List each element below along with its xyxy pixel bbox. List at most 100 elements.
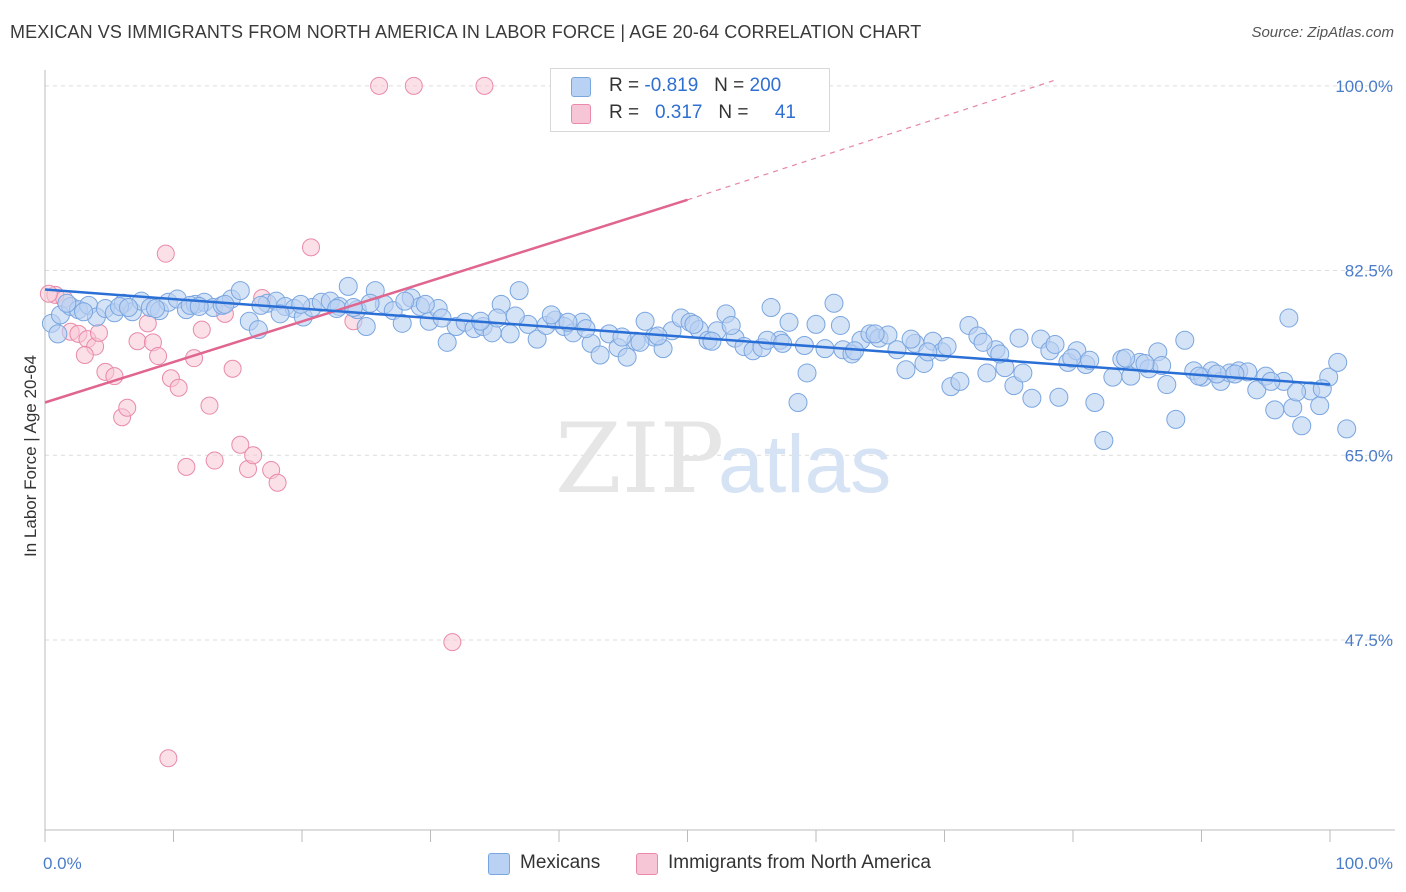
mexicans-point xyxy=(1265,400,1285,420)
immigrants-point xyxy=(169,378,188,397)
bottom-legend-label: Immigrants from North America xyxy=(668,852,931,873)
immigrants-point xyxy=(223,359,242,378)
immigrants-point xyxy=(39,284,58,303)
immigrants-point xyxy=(205,451,224,470)
mexicans-point xyxy=(973,332,993,352)
mexicans-point xyxy=(788,393,808,412)
legend-n-value: 200 xyxy=(749,75,782,96)
watermark-atlas: atlas xyxy=(718,419,891,510)
mexicans-point xyxy=(590,345,610,365)
mexicans-point xyxy=(887,340,907,360)
mexicans-point xyxy=(509,281,529,301)
source-label: Source: ZipAtlas.com xyxy=(1251,24,1394,41)
x-tick-label: 100.0% xyxy=(1335,854,1393,873)
mexicans-point xyxy=(392,313,412,333)
immigrants-point xyxy=(301,238,320,257)
immigrants-point xyxy=(128,332,147,351)
mexicans-point xyxy=(1045,334,1065,354)
mexicans-points xyxy=(41,276,1357,450)
bottom-legend-swatch-pink xyxy=(636,853,658,875)
bottom-legend-swatch-blue xyxy=(488,853,510,875)
immigrants-point xyxy=(177,457,196,476)
immigrants-point xyxy=(443,633,462,652)
legend-row-mexicans: R = -0.819 N = 200 xyxy=(571,75,781,99)
tick-labels: 47.5% 65.0% 82.5% 100.0% 0.0% 100.0% xyxy=(43,77,1393,873)
x-tick-label: 0.0% xyxy=(43,854,82,873)
mexicans-point xyxy=(119,298,139,317)
mexicans-point xyxy=(74,302,94,322)
mexicans-point xyxy=(291,294,311,314)
legend-row-immigrants: R = 0.317 N = 41 xyxy=(571,102,796,126)
mexicans-point xyxy=(1166,409,1186,429)
mexicans-point xyxy=(338,276,358,296)
mexicans-point xyxy=(527,329,547,349)
immigrants-point xyxy=(149,347,168,366)
mexicans-point xyxy=(1022,388,1042,408)
chart-title: MEXICAN VS IMMIGRANTS FROM NORTH AMERICA… xyxy=(10,22,922,42)
mexicans-point xyxy=(541,305,561,325)
immigrants-point xyxy=(156,244,175,263)
mexicans-point xyxy=(865,324,885,344)
mexicans-point xyxy=(1085,393,1105,412)
immigrants-point xyxy=(89,323,108,342)
mexicans-trend-line xyxy=(44,288,1331,386)
mexicans-point xyxy=(990,344,1010,364)
immigrants-point xyxy=(244,446,263,465)
mexicans-point xyxy=(830,315,850,335)
mexicans-point xyxy=(48,324,68,344)
mexicans-point xyxy=(702,331,722,351)
mexicans-point xyxy=(1287,382,1307,402)
mexicans-point xyxy=(918,342,938,362)
watermark-zip: ZIP xyxy=(555,403,724,515)
mexicans-point xyxy=(1328,352,1348,372)
immigrants-point xyxy=(475,76,494,95)
mexicans-point xyxy=(824,293,844,313)
mexicans-point xyxy=(146,299,166,319)
immigrants-point xyxy=(404,76,423,95)
immigrants-point xyxy=(75,346,94,364)
trend-lines xyxy=(44,79,1331,404)
immigrants-point xyxy=(200,396,219,415)
mexicans-point xyxy=(1135,353,1155,373)
mexicans-point xyxy=(1062,348,1082,368)
mexicans-point xyxy=(1116,348,1136,368)
mexicans-point xyxy=(1009,328,1029,348)
y-tick-label: 82.5% xyxy=(1345,262,1393,281)
immigrants-trend-extension xyxy=(687,79,1054,201)
legend-n-value: 41 xyxy=(774,102,796,123)
mexicans-point xyxy=(1103,367,1123,387)
mexicans-point xyxy=(505,306,525,326)
mexicans-point xyxy=(761,298,781,317)
mexicans-point xyxy=(1049,387,1069,407)
mexicans-point xyxy=(415,294,435,314)
legend-r-label: R = xyxy=(609,75,640,96)
legend-swatch-pink xyxy=(571,104,591,124)
mexicans-point xyxy=(437,332,457,352)
mexicans-point xyxy=(1175,330,1195,350)
mexicans-point xyxy=(684,314,704,334)
mexicans-point xyxy=(1283,398,1303,418)
mexicans-point xyxy=(630,332,650,352)
immigrants-point xyxy=(231,435,250,454)
mexicans-point xyxy=(901,329,921,349)
mexicans-point xyxy=(1225,364,1245,384)
immigrants-trend-line xyxy=(44,198,688,404)
mexicans-point xyxy=(500,324,520,344)
mexicans-point xyxy=(950,371,970,391)
mexicans-point xyxy=(1157,375,1177,395)
immigrants-point xyxy=(370,76,389,95)
legend-r-value: 0.317 xyxy=(654,102,703,123)
y-tick-label: 65.0% xyxy=(1345,446,1393,465)
mexicans-point xyxy=(937,337,957,357)
mexicans-point xyxy=(977,363,997,383)
mexicans-point xyxy=(779,312,799,332)
legend-n-label: N = xyxy=(714,75,745,96)
y-tick-label: 100.0% xyxy=(1335,77,1393,96)
mexicans-point xyxy=(1207,364,1227,384)
mexicans-point xyxy=(617,347,637,367)
axes xyxy=(44,70,1395,842)
mexicans-point xyxy=(1292,416,1312,436)
mexicans-point xyxy=(1094,431,1114,450)
immigrants-point xyxy=(192,320,211,339)
watermark: ZIP atlas xyxy=(555,403,891,515)
